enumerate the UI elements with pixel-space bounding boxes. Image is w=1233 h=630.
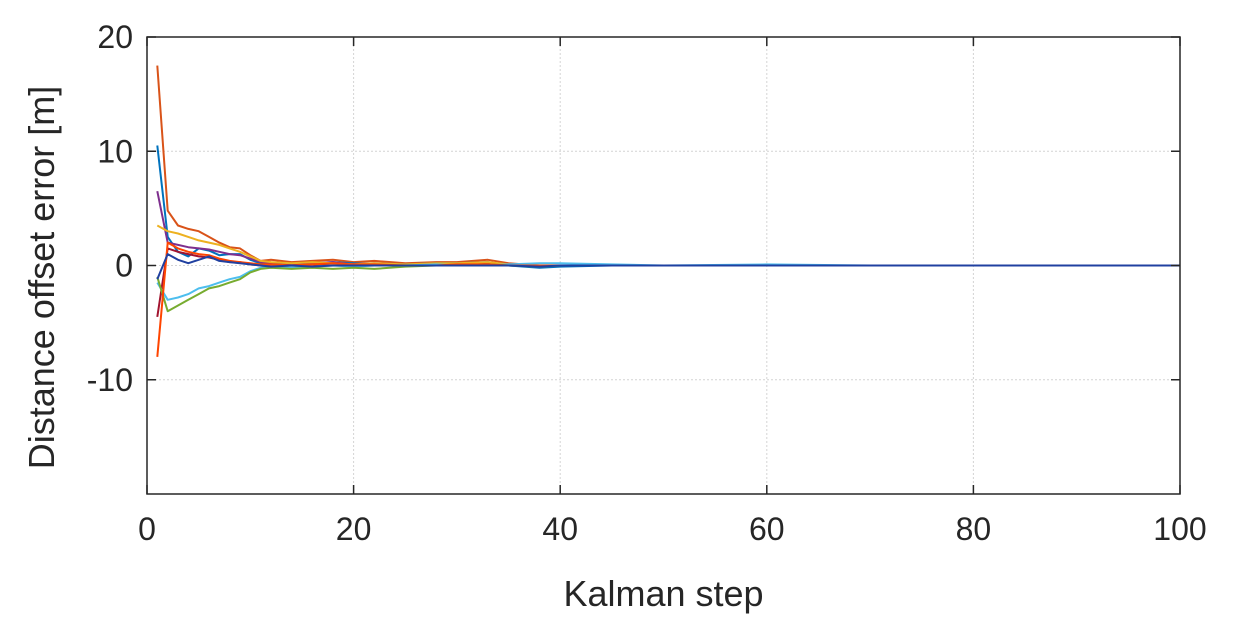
y-tick-label: 0 [115,248,133,284]
series-lines [156,65,1180,357]
y-tick-label: -10 [87,362,133,398]
x-tick-label: 0 [138,511,156,547]
x-tick-label: 20 [336,511,372,547]
x-tick-label: 60 [749,511,785,547]
y-tick-label: 20 [97,19,133,55]
x-tick-label: 100 [1153,511,1206,547]
x-tick-label: 80 [956,511,992,547]
y-tick-labels: -10 0 10 20 [87,19,133,398]
x-axis-title: Kalman step [563,573,763,614]
x-tick-label: 40 [542,511,578,547]
y-axis-title: Distance offset error [m] [21,86,62,469]
y-tick-label: 10 [97,133,133,169]
x-tick-labels: 0 20 40 60 80 100 [138,511,1207,547]
series-line-9 [156,253,1180,280]
axis-ticks [146,36,1181,494]
